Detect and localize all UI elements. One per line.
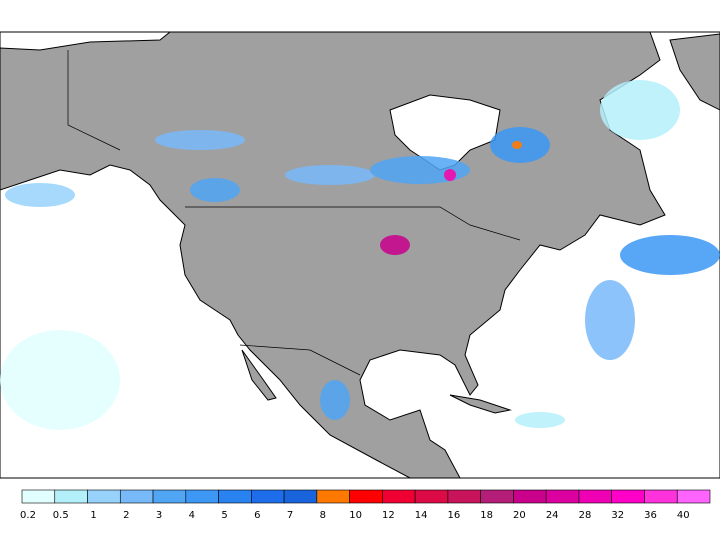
colorbar-swatch [611,489,645,504]
colorbar-label: 14 [415,510,428,521]
precip-area [585,280,635,360]
precip-area [380,235,410,255]
precip-area [444,169,456,181]
colorbar-swatch [382,489,416,504]
colorbar-label: 6 [254,510,260,521]
colorbar-label: 24 [546,510,559,521]
colorbar-label: 5 [221,510,227,521]
colorbar-label: 8 [320,510,326,521]
colorbar-label: 28 [579,510,592,521]
precip-area [515,412,565,428]
precip-area [190,178,240,202]
colorbar-swatch [251,489,285,504]
greenland [669,33,720,111]
colorbar-label: 0.2 [20,510,36,521]
colorbar-swatch [87,489,121,504]
border-line [239,344,361,376]
colorbar-label: 18 [480,510,493,521]
colorbar-swatch [152,489,187,504]
colorbar-swatch [283,489,318,504]
colorbar-label: 12 [382,510,395,521]
colorbar-label: 3 [156,510,162,521]
cuba [449,394,512,414]
colorbar-label: 0.5 [53,510,69,521]
colorbar-swatch [644,489,678,504]
colorbar-label: 40 [677,510,690,521]
precip-area [155,130,245,150]
precip-area [370,156,470,184]
colorbar: 0.2 0.5 1 2 3 4 5 6 7 8 10 12 14 16 18 20 24 28 32 36 40 [20,489,711,521]
colorbar-swatch [316,489,350,504]
colorbar-label: 16 [448,510,461,521]
precip-area [512,141,522,149]
border-line [185,206,521,241]
colorbar-label: 1 [90,510,96,521]
border-line [67,50,121,151]
colorbar-swatch [513,489,547,504]
precipitation [0,80,720,430]
colorbar-swatch [414,489,449,504]
colorbar-label: 10 [349,510,362,521]
colorbar-swatch [54,489,88,504]
colorbar-swatch [578,489,613,504]
colorbar-swatch [119,489,154,504]
colorbar-label: 36 [644,510,657,521]
borders [67,50,521,376]
precip-area [0,330,120,430]
hudson-bay [389,94,501,171]
map [0,31,720,479]
precip-area [600,80,680,140]
precip-area [320,380,350,420]
colorbar-swatch [545,489,580,504]
colorbar-swatch [447,489,481,504]
colorbar-swatch [349,489,383,504]
colorbar-label: 4 [189,510,195,521]
colorbar-swatch [218,489,252,504]
baja [241,349,277,401]
colorbar-swatch [480,489,514,504]
colorbar-swatch [21,489,56,504]
colorbar-swatch [676,489,711,504]
precip-area [620,235,720,275]
precip-area [285,165,375,185]
colorbar-label: 7 [287,510,293,521]
colorbar-label: 32 [611,510,624,521]
colorbar-label: 20 [513,510,526,521]
precip-area [5,183,75,207]
colorbar-label: 2 [123,510,129,521]
colorbar-swatch [185,489,219,504]
